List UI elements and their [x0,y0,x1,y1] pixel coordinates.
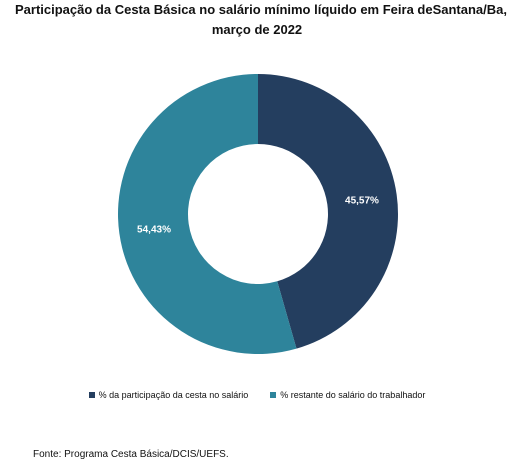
legend-item-restante: % restante do salário do trabalhador [270,390,425,400]
legend-swatch-cesta [88,392,95,398]
chart-title-line-1: Participação da Cesta Básica no salário … [15,2,507,17]
legend-swatch-restante [270,392,277,398]
chart-title-line-2: março de 2022 [211,22,303,37]
legend-item-cesta: % da participação da cesta no salário [88,390,249,400]
chart-legend: % da participação da cesta no salário % … [0,390,514,400]
legend-label-restante: % restante do salário do trabalhador [280,390,426,400]
source-note: Fonte: Programa Cesta Básica/DCIS/UEFS. [33,449,229,460]
donut-slice-0 [258,74,399,349]
slice-label-0: 45,57% [345,195,379,206]
donut-chart: 45,57% 54,43% [118,74,399,354]
legend-label-cesta: % da participação da cesta no salário [98,390,249,400]
slice-label-1: 54,43% [137,225,171,236]
donut-slice-1 [118,74,297,354]
